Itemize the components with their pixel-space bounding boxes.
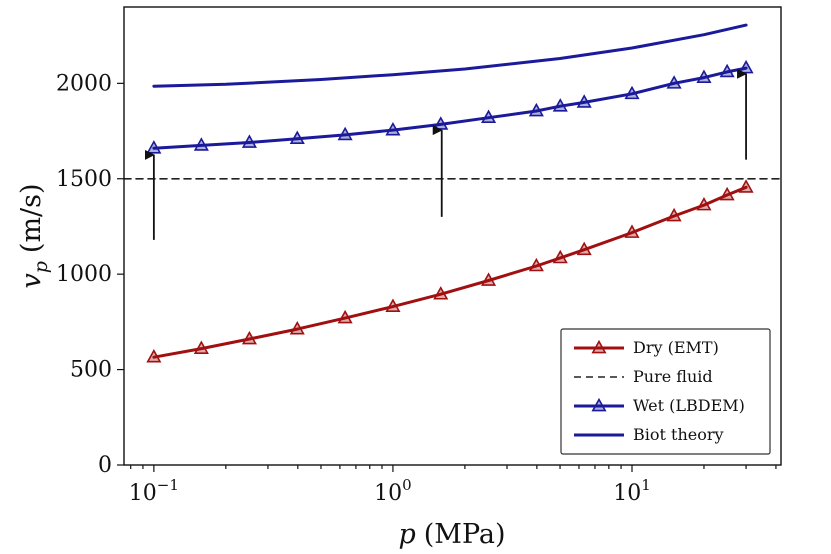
legend: Dry (EMT) Pure fluid Wet (LBDEM) Biot theor… xyxy=(560,328,771,455)
data-point-dry-emt xyxy=(481,272,497,286)
x-tick-label: 10−1 xyxy=(129,476,179,506)
data-point-dry-emt xyxy=(241,330,257,345)
x-axis-label: p (MPa) xyxy=(398,519,505,550)
x-tick-exponent: 1 xyxy=(641,476,651,494)
data-point-wet-lbdem xyxy=(289,130,305,145)
x-tick-base: 10 xyxy=(374,481,402,506)
data-point-dry-emt xyxy=(433,286,449,300)
legend-label-pure-fluid: Pure fluid xyxy=(633,367,713,386)
x-tick-base: 10 xyxy=(129,481,157,506)
x-axis: 10−1 100 101 xyxy=(129,465,777,506)
data-point-dry-emt xyxy=(576,241,592,256)
x-tick-exponent: −1 xyxy=(157,476,179,494)
legend-box xyxy=(560,328,771,455)
y-tick-label: 2000 xyxy=(56,71,112,96)
data-point-dry-emt xyxy=(193,340,209,354)
data-point-wet-lbdem xyxy=(666,75,682,89)
data-point-dry-emt xyxy=(624,224,640,238)
plot-area xyxy=(124,23,781,363)
data-point-dry-emt xyxy=(528,257,544,272)
y-tick-label: 500 xyxy=(70,358,112,383)
legend-label-biot-theory: Biot theory xyxy=(633,425,724,444)
legend-marker-dry-emt xyxy=(591,339,607,354)
x-tick-label: 101 xyxy=(613,476,651,506)
data-point-wet-lbdem xyxy=(576,94,592,108)
data-point-wet-lbdem xyxy=(624,85,640,100)
data-point-wet-lbdem xyxy=(719,63,735,78)
data-point-dry-emt xyxy=(696,196,712,211)
data-point-wet-lbdem xyxy=(193,137,209,151)
annotation-layer xyxy=(144,68,748,240)
x-axis-unit: (MPa) xyxy=(424,519,506,550)
data-point-wet-lbdem xyxy=(528,102,544,117)
data-point-dry-emt xyxy=(719,186,735,201)
y-tick-label: 0 xyxy=(98,453,112,478)
legend-marker-wet-lbdem xyxy=(591,397,607,412)
data-point-dry-emt xyxy=(552,249,568,264)
data-point-dry-emt xyxy=(289,320,305,335)
data-point-dry-emt xyxy=(146,349,162,363)
data-point-dry-emt xyxy=(337,309,353,324)
series-line-biot-theory xyxy=(152,23,748,88)
y-tick-label: 1000 xyxy=(56,262,112,287)
series-line-wet-lbdem xyxy=(152,66,748,150)
x-tick-exponent: 0 xyxy=(402,476,412,494)
data-point-wet-lbdem xyxy=(696,69,712,83)
data-point-wet-lbdem xyxy=(481,109,497,124)
y-axis-variable: v xyxy=(16,273,47,288)
legend-label-dry-emt: Dry (EMT) xyxy=(633,338,719,357)
y-axis-unit: (m/s) xyxy=(16,183,47,253)
y-axis-subscript: p xyxy=(30,261,52,273)
data-point-wet-lbdem xyxy=(552,98,568,112)
x-axis-variable: p xyxy=(398,519,415,550)
series-line-dry-emt xyxy=(152,185,748,359)
data-point-dry-emt xyxy=(666,207,682,222)
data-point-wet-lbdem xyxy=(337,126,353,141)
data-point-dry-emt xyxy=(385,298,401,312)
x-tick-label: 100 xyxy=(374,476,412,506)
y-tick-label: 1500 xyxy=(56,167,112,192)
data-point-dry-emt xyxy=(738,179,754,193)
y-axis-label: vp (m/s) xyxy=(16,183,52,288)
plot-frame xyxy=(123,6,782,466)
x-tick-base: 10 xyxy=(613,481,641,506)
data-point-wet-lbdem xyxy=(738,59,754,74)
data-point-wet-lbdem xyxy=(385,121,401,136)
legend-label-wet-lbdem: Wet (LBDEM) xyxy=(633,396,745,415)
y-axis: 0 500 1000 1500 2000 xyxy=(56,71,124,478)
data-point-wet-lbdem xyxy=(241,134,257,148)
